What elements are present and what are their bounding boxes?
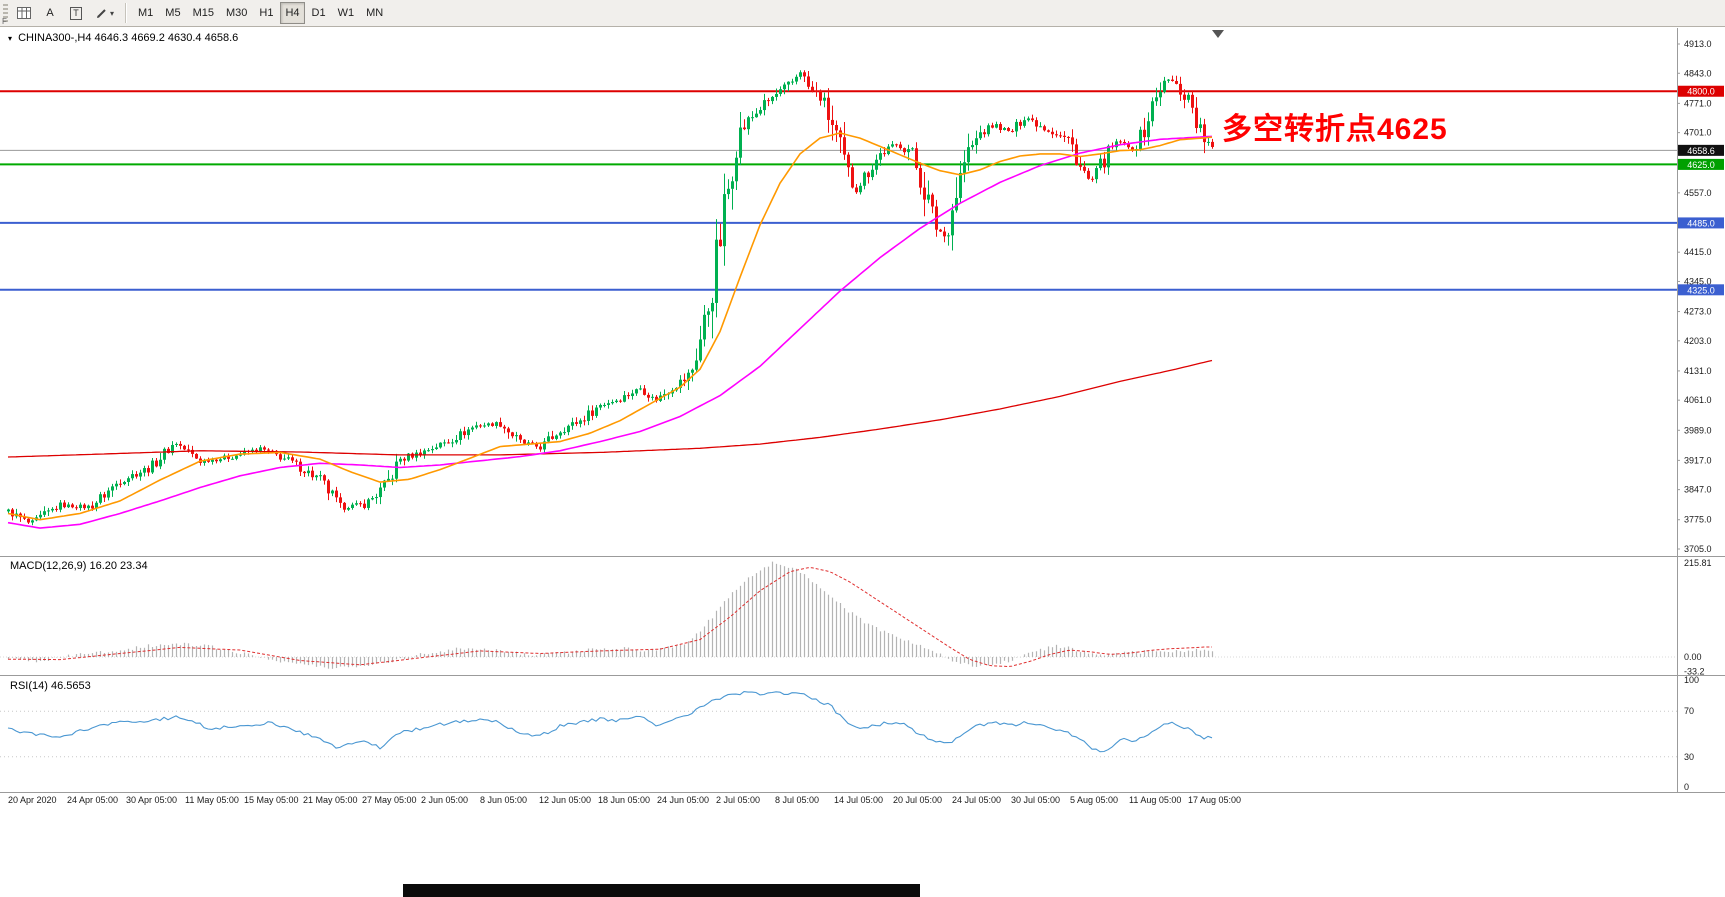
svg-text:4131.0: 4131.0 (1684, 366, 1712, 376)
time-axis[interactable]: 20 Apr 2020 24 Apr 05:00 30 Apr 05:00 11 Ma… (8, 795, 1241, 805)
svg-text:27 May 05:00: 27 May 05:00 (362, 795, 417, 805)
svg-text:24 Jul 05:00: 24 Jul 05:00 (952, 795, 1001, 805)
svg-text:4913.0: 4913.0 (1684, 39, 1712, 49)
text-label-tool-button[interactable]: T (64, 2, 88, 24)
svg-text:4415.0: 4415.0 (1684, 247, 1712, 257)
toolbar-f-label: F (2, 17, 7, 26)
svg-text:3775.0: 3775.0 (1684, 515, 1712, 525)
svg-text:20 Apr 2020: 20 Apr 2020 (8, 795, 57, 805)
svg-text:30 Jul 05:00: 30 Jul 05:00 (1011, 795, 1060, 805)
svg-text:4203.0: 4203.0 (1684, 336, 1712, 346)
svg-text:18 Jun 05:00: 18 Jun 05:00 (598, 795, 650, 805)
horizontal-level-lines[interactable] (0, 90, 1677, 291)
svg-text:4771.0: 4771.0 (1684, 98, 1712, 108)
chart-ohlc-header: ▾ CHINA300-,H4 4646.3 4669.2 4630.4 4658… (8, 32, 238, 44)
svg-text:5 Aug 05:00: 5 Aug 05:00 (1070, 795, 1118, 805)
svg-text:2 Jun 05:00: 2 Jun 05:00 (421, 795, 468, 805)
ohlc-values: 4646.3 4669.2 4630.4 4658.6 (94, 32, 239, 44)
svg-text:2 Jul 05:00: 2 Jul 05:00 (716, 795, 760, 805)
svg-text:4345.0: 4345.0 (1684, 276, 1712, 286)
drawing-tool-button[interactable]: ▾ (90, 2, 119, 24)
svg-text:3847.0: 3847.0 (1684, 485, 1712, 495)
svg-text:11 Aug 05:00: 11 Aug 05:00 (1129, 795, 1181, 805)
svg-text:3705.0: 3705.0 (1684, 544, 1712, 554)
moving-averages (7, 132, 1213, 529)
symbol-period-label: CHINA300-,H4 (18, 32, 92, 44)
svg-text:4800.0: 4800.0 (1687, 87, 1715, 97)
timeframe-button-m1[interactable]: M1 (133, 2, 158, 24)
svg-text:8 Jun 05:00: 8 Jun 05:00 (480, 795, 527, 805)
toolbar-separator (125, 3, 128, 23)
timeframe-button-h4[interactable]: H4 (280, 2, 305, 24)
timeframe-button-w1[interactable]: W1 (333, 2, 360, 24)
svg-text:24 Apr 05:00: 24 Apr 05:00 (67, 795, 118, 805)
svg-text:30: 30 (1684, 752, 1694, 762)
svg-text:4273.0: 4273.0 (1684, 307, 1712, 317)
svg-text:4701.0: 4701.0 (1684, 128, 1712, 138)
svg-text:15 May 05:00: 15 May 05:00 (244, 795, 299, 805)
svg-text:4843.0: 4843.0 (1684, 68, 1712, 78)
svg-text:4325.0: 4325.0 (1687, 285, 1715, 295)
svg-text:20 Jul 05:00: 20 Jul 05:00 (893, 795, 942, 805)
svg-text:70: 70 (1684, 706, 1694, 716)
svg-text:215.81: 215.81 (1684, 558, 1712, 568)
cursor-a-tool-button[interactable]: A (38, 2, 62, 24)
macd-indicator-label: MACD(12,26,9) 16.20 23.34 (10, 560, 148, 572)
pane-frames (0, 28, 1725, 793)
svg-text:14 Jul 05:00: 14 Jul 05:00 (834, 795, 883, 805)
timeframe-button-m15[interactable]: M15 (188, 2, 219, 24)
toolbar: A T ▾ M1 M5 M15 M30 H1 H4 D1 W1 MN F (0, 0, 1725, 27)
svg-text:-33.2: -33.2 (1684, 666, 1705, 676)
taskbar-fragment (403, 884, 920, 897)
svg-text:3917.0: 3917.0 (1684, 455, 1712, 465)
rsi-pane: 100 70 30 0 (0, 675, 1699, 792)
symbol-dropdown-icon[interactable]: ▾ (8, 34, 13, 43)
svg-text:8 Jul 05:00: 8 Jul 05:00 (775, 795, 819, 805)
timeframe-button-h1[interactable]: H1 (254, 2, 278, 24)
timeframe-button-m5[interactable]: M5 (160, 2, 185, 24)
chart-window-icon (17, 7, 31, 19)
svg-text:100: 100 (1684, 675, 1699, 685)
svg-text:30 Apr 05:00: 30 Apr 05:00 (126, 795, 177, 805)
cursor-a-label: A (46, 7, 54, 19)
price-axis[interactable]: 4913.0 4843.0 4771.0 4701.0 4557.0 4415.0 4345… (1677, 39, 1724, 554)
svg-text:12 Jun 05:00: 12 Jun 05:00 (539, 795, 591, 805)
candlesticks (7, 70, 1214, 526)
svg-text:17 Aug 05:00: 17 Aug 05:00 (1188, 795, 1241, 805)
timeframe-button-m30[interactable]: M30 (221, 2, 252, 24)
svg-text:4658.6: 4658.6 (1687, 146, 1715, 156)
rsi-indicator-label: RSI(14) 46.5653 (10, 680, 91, 692)
text-label-t: T (70, 6, 82, 20)
svg-text:4061.0: 4061.0 (1684, 395, 1712, 405)
chart-canvas[interactable]: 4913.0 4843.0 4771.0 4701.0 4557.0 4415.0 4345… (0, 27, 1725, 897)
svg-text:11 May 05:00: 11 May 05:00 (185, 795, 239, 805)
svg-text:0: 0 (1684, 782, 1689, 792)
timeframe-group: M1 M5 M15 M30 H1 H4 D1 W1 MN (132, 2, 389, 24)
svg-text:3989.0: 3989.0 (1684, 425, 1712, 435)
annotation-text[interactable]: 多空转折点4625 (1222, 113, 1448, 146)
chart-shift-marker[interactable] (1212, 30, 1224, 38)
chevron-down-icon: ▾ (110, 8, 115, 18)
timeframe-button-d1[interactable]: D1 (307, 2, 331, 24)
toolbar-drag-handle[interactable] (3, 4, 8, 22)
chart-window: 4913.0 4843.0 4771.0 4701.0 4557.0 4415.0 4345… (0, 27, 1725, 897)
svg-text:0.00: 0.00 (1684, 652, 1702, 662)
svg-text:4485.0: 4485.0 (1687, 218, 1715, 228)
pencil-icon (97, 9, 106, 18)
svg-text:21 May 05:00: 21 May 05:00 (303, 795, 358, 805)
svg-text:24 Jun 05:00: 24 Jun 05:00 (657, 795, 709, 805)
svg-text:4625.0: 4625.0 (1687, 160, 1715, 170)
timeframe-button-mn[interactable]: MN (361, 2, 388, 24)
macd-pane: 215.81 0.00 -33.2 (0, 558, 1712, 676)
svg-text:4557.0: 4557.0 (1684, 188, 1712, 198)
chart-window-icon-button[interactable] (12, 2, 36, 24)
